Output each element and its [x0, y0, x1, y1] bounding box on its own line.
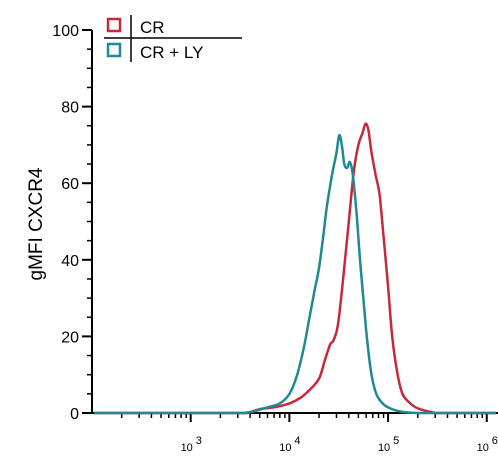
series-line-cr-ly — [94, 133, 496, 415]
x-tick-exponent: 6 — [492, 435, 498, 447]
legend-swatch — [106, 42, 122, 58]
x-tick-label: 10 — [378, 442, 390, 454]
legend-swatch — [106, 17, 122, 33]
y-tick-label: 60 — [61, 176, 79, 193]
y-tick-label: 100 — [52, 23, 79, 40]
legend: CR CR + LY — [104, 15, 242, 62]
legend-label: CR — [140, 18, 165, 37]
y-tick-label: 80 — [61, 100, 79, 117]
x-tick-exponent: 3 — [196, 435, 202, 447]
x-tick-exponent: 4 — [294, 435, 300, 447]
y-axis: 0 20 40 60 80 100 — [52, 23, 93, 423]
x-tick-label: 10 — [477, 442, 489, 454]
legend-label: CR + LY — [140, 43, 203, 62]
y-axis-title: gMFI CXCR4 — [26, 167, 47, 280]
y-tick-label: 20 — [61, 329, 79, 346]
x-tick-exponent: 5 — [393, 435, 399, 447]
x-tick-label: 10 — [181, 442, 193, 454]
y-tick-label: 0 — [70, 406, 79, 423]
series-line-cr — [94, 122, 496, 415]
y-tick-label: 40 — [61, 253, 79, 270]
x-tick-label: 10 — [279, 442, 291, 454]
series-layer — [94, 122, 496, 415]
